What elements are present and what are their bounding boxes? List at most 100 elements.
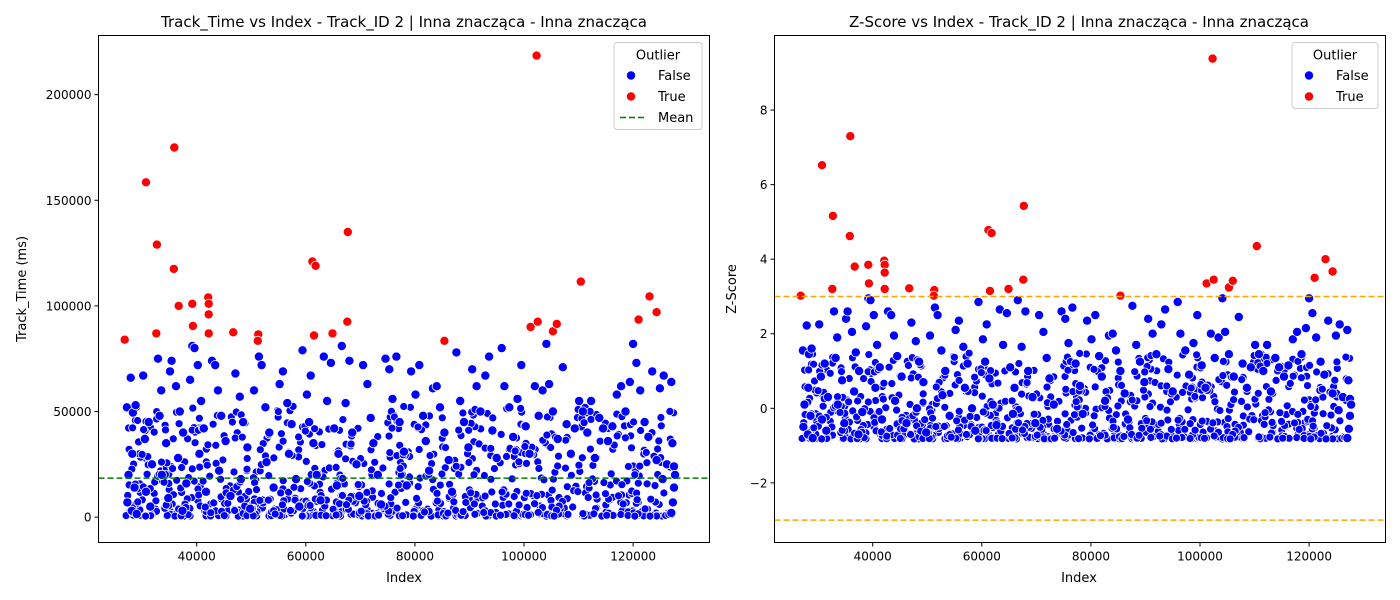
data-point <box>557 362 568 373</box>
outlier-point <box>1327 266 1338 277</box>
data-point <box>365 412 376 423</box>
data-point <box>577 406 588 417</box>
data-point <box>131 508 142 519</box>
cloud-point <box>918 389 928 399</box>
data-point <box>799 399 810 410</box>
y-tick-label: 4 <box>760 253 768 267</box>
data-point <box>991 420 1002 431</box>
data-point <box>815 371 826 382</box>
x-tick-label: 120000 <box>1286 550 1332 564</box>
data-point <box>823 392 834 403</box>
outlier-point <box>140 177 151 188</box>
data-point <box>1327 388 1338 399</box>
data-point <box>918 377 929 388</box>
data-point <box>620 406 631 417</box>
cloud-point <box>521 488 531 498</box>
data-point <box>1048 399 1059 410</box>
cloud-point <box>305 501 315 510</box>
cloud-point <box>1229 395 1238 405</box>
cloud-point <box>337 491 347 500</box>
legend: Outlier False True Mean <box>613 42 703 130</box>
outlier-point <box>119 334 130 345</box>
data-point <box>282 398 293 409</box>
data-point <box>163 493 174 504</box>
data-point <box>322 395 333 406</box>
data-point <box>315 495 326 506</box>
data-point <box>906 317 917 328</box>
data-point <box>192 360 203 371</box>
cloud-point <box>809 423 819 433</box>
legend-label: Mean <box>658 111 693 126</box>
cloud-point <box>1074 434 1083 444</box>
outlier-point <box>151 328 162 339</box>
cloud-point <box>533 508 543 517</box>
cloud-point <box>532 491 542 501</box>
outlier-point <box>310 260 321 271</box>
cloud-point <box>346 439 356 449</box>
cloud-point <box>1183 405 1193 415</box>
x-tick-label: 40000 <box>178 550 216 564</box>
cloud-point <box>618 499 628 509</box>
cloud-point <box>469 470 479 480</box>
outlier-point <box>1207 53 1218 64</box>
data-point <box>152 353 163 364</box>
data-point <box>484 351 495 362</box>
cloud-point <box>464 425 474 435</box>
data-point <box>145 501 156 512</box>
cloud-point <box>1297 373 1306 383</box>
cloud-point <box>504 499 514 509</box>
cloud-point <box>1075 348 1085 358</box>
data-point <box>439 427 450 438</box>
cloud-point <box>188 403 198 413</box>
data-point <box>336 340 347 351</box>
cloud-point <box>641 448 651 457</box>
data-point <box>504 402 515 413</box>
cloud-point <box>509 492 519 501</box>
cloud-point <box>1127 395 1137 405</box>
cloud-point <box>387 423 397 433</box>
cloud-point <box>168 464 178 474</box>
data-point <box>607 421 618 432</box>
cloud-point <box>1259 419 1269 429</box>
data-point <box>1334 319 1345 330</box>
data-point <box>830 352 841 363</box>
plot-frame <box>98 35 710 543</box>
cloud-point <box>269 453 279 463</box>
data-point <box>814 319 825 330</box>
cloud-point <box>665 406 675 416</box>
cloud-point <box>627 443 636 453</box>
data-point <box>798 421 809 432</box>
cloud-point <box>1101 356 1110 366</box>
data-point <box>643 431 654 442</box>
outlier-point <box>1003 283 1014 294</box>
cloud-point <box>1285 379 1295 388</box>
y-tick-label: 6 <box>760 178 768 192</box>
cloud-point <box>1156 418 1166 428</box>
cloud-point <box>524 510 533 520</box>
data-point <box>1115 365 1126 376</box>
cloud-point <box>833 392 842 402</box>
data-point <box>837 375 848 386</box>
data-point <box>297 345 308 356</box>
data-point <box>264 427 275 438</box>
data-point <box>1001 308 1012 319</box>
data-point <box>870 382 881 393</box>
cloud-point <box>190 438 200 448</box>
data-point <box>1167 386 1178 397</box>
data-point <box>1139 377 1150 388</box>
cloud-point <box>1007 433 1017 443</box>
data-point <box>234 391 245 402</box>
data-point <box>806 343 817 354</box>
cloud-point <box>940 402 950 412</box>
outlier-point <box>827 210 838 221</box>
data-point <box>1012 295 1023 306</box>
cloud-point <box>931 382 941 392</box>
cloud-point <box>553 461 562 471</box>
cloud-point <box>624 462 633 471</box>
cloud-point <box>859 374 868 384</box>
cloud-point <box>464 458 474 467</box>
data-point <box>140 486 151 497</box>
data-point <box>807 433 818 444</box>
data-point <box>1147 328 1158 339</box>
data-point <box>496 343 507 354</box>
